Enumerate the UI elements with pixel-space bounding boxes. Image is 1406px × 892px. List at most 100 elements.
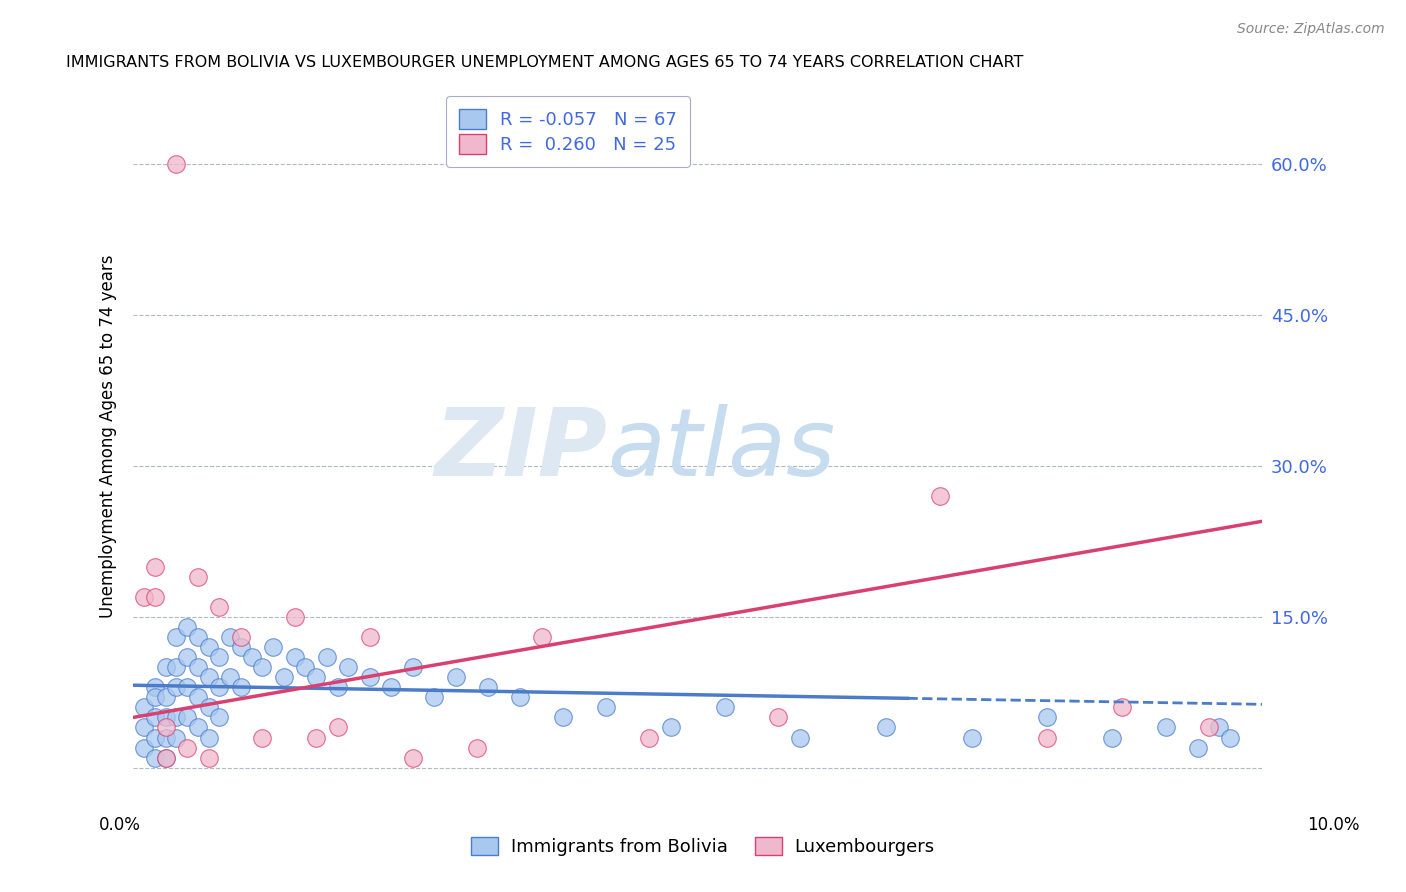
Point — [219, 670, 242, 684]
Point — [402, 660, 425, 674]
Point — [284, 650, 307, 665]
Point — [960, 731, 983, 745]
Text: ZIP: ZIP — [434, 404, 607, 496]
Point — [1111, 700, 1133, 714]
Point — [467, 740, 489, 755]
Point — [380, 680, 402, 694]
Point — [155, 710, 177, 724]
Point — [477, 680, 499, 694]
Point — [143, 680, 166, 694]
Point — [1187, 740, 1209, 755]
Point — [240, 650, 263, 665]
Point — [444, 670, 467, 684]
Point — [143, 731, 166, 745]
Point — [252, 731, 274, 745]
Point — [713, 700, 735, 714]
Point — [402, 750, 425, 764]
Point — [176, 650, 198, 665]
Legend: R = -0.057   N = 67, R =  0.260   N = 25: R = -0.057 N = 67, R = 0.260 N = 25 — [446, 96, 690, 167]
Point — [187, 660, 209, 674]
Point — [197, 731, 219, 745]
Text: 10.0%: 10.0% — [1306, 816, 1360, 834]
Point — [132, 590, 155, 604]
Point — [187, 690, 209, 705]
Point — [1036, 710, 1059, 724]
Point — [553, 710, 575, 724]
Text: atlas: atlas — [607, 404, 835, 495]
Point — [1219, 731, 1241, 745]
Point — [165, 710, 187, 724]
Point — [132, 721, 155, 735]
Point — [208, 680, 231, 694]
Point — [229, 630, 252, 644]
Point — [143, 690, 166, 705]
Point — [155, 660, 177, 674]
Point — [155, 750, 177, 764]
Point — [143, 750, 166, 764]
Point — [155, 750, 177, 764]
Y-axis label: Unemployment Among Ages 65 to 74 years: Unemployment Among Ages 65 to 74 years — [100, 254, 117, 617]
Point — [197, 750, 219, 764]
Point — [1101, 731, 1123, 745]
Point — [928, 489, 950, 503]
Point — [1198, 721, 1220, 735]
Point — [595, 700, 617, 714]
Point — [638, 731, 661, 745]
Point — [132, 740, 155, 755]
Point — [143, 590, 166, 604]
Point — [273, 670, 295, 684]
Point — [176, 740, 198, 755]
Point — [208, 650, 231, 665]
Point — [305, 670, 328, 684]
Point — [294, 660, 316, 674]
Text: 0.0%: 0.0% — [98, 816, 141, 834]
Point — [197, 670, 219, 684]
Point — [132, 700, 155, 714]
Point — [187, 569, 209, 583]
Legend: Immigrants from Bolivia, Luxembourgers: Immigrants from Bolivia, Luxembourgers — [463, 828, 943, 865]
Point — [326, 680, 349, 694]
Point — [208, 599, 231, 614]
Point — [768, 710, 790, 724]
Point — [262, 640, 284, 654]
Point — [789, 731, 811, 745]
Point — [165, 731, 187, 745]
Point — [165, 660, 187, 674]
Point — [155, 721, 177, 735]
Point — [359, 630, 381, 644]
Point — [155, 731, 177, 745]
Point — [197, 700, 219, 714]
Point — [143, 710, 166, 724]
Point — [1208, 721, 1230, 735]
Point — [326, 721, 349, 735]
Point — [530, 630, 553, 644]
Point — [176, 620, 198, 634]
Point — [229, 640, 252, 654]
Point — [176, 710, 198, 724]
Point — [143, 559, 166, 574]
Point — [315, 650, 337, 665]
Point — [509, 690, 531, 705]
Point — [423, 690, 446, 705]
Point — [1154, 721, 1177, 735]
Point — [337, 660, 360, 674]
Text: Source: ZipAtlas.com: Source: ZipAtlas.com — [1237, 22, 1385, 37]
Point — [187, 630, 209, 644]
Point — [229, 680, 252, 694]
Point — [165, 157, 187, 171]
Point — [219, 630, 242, 644]
Point — [165, 630, 187, 644]
Point — [1036, 731, 1059, 745]
Point — [208, 710, 231, 724]
Point — [359, 670, 381, 684]
Point — [659, 721, 682, 735]
Point — [252, 660, 274, 674]
Point — [187, 721, 209, 735]
Point — [284, 610, 307, 624]
Point — [176, 680, 198, 694]
Point — [875, 721, 897, 735]
Point — [155, 690, 177, 705]
Point — [165, 680, 187, 694]
Point — [305, 731, 328, 745]
Point — [197, 640, 219, 654]
